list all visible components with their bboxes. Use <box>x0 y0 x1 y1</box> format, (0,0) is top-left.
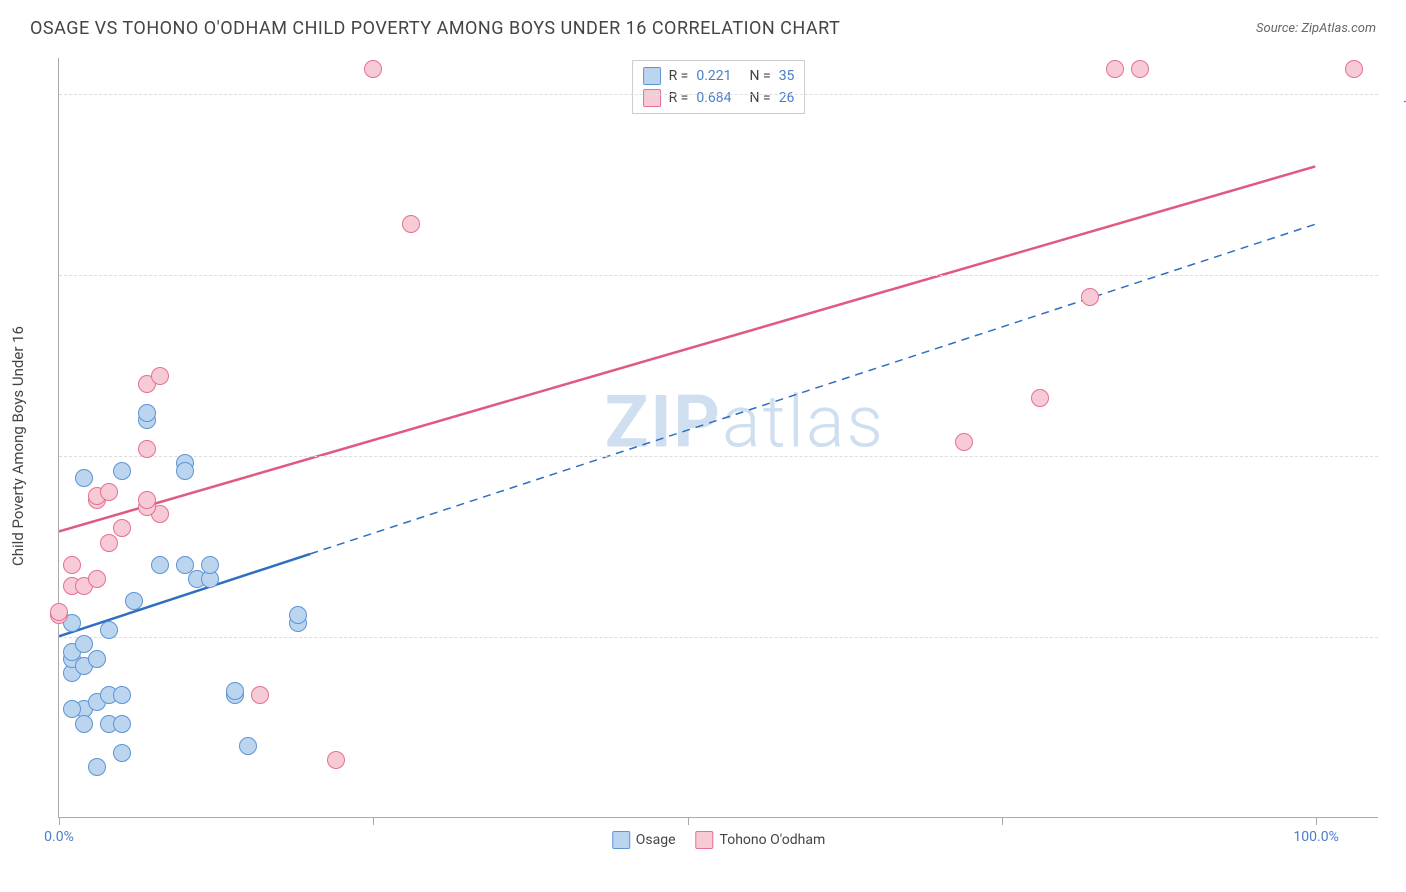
scatter-point <box>75 469 93 487</box>
scatter-point <box>88 650 106 668</box>
legend-row: R = 0.221 N = 35 <box>643 65 795 87</box>
scatter-point <box>88 758 106 776</box>
scatter-point <box>113 519 131 537</box>
chart-title: OSAGE VS TOHONO O'ODHAM CHILD POVERTY AM… <box>30 18 840 39</box>
chart-header: OSAGE VS TOHONO O'ODHAM CHILD POVERTY AM… <box>0 0 1406 49</box>
y-tick-label: 75.0% <box>1388 279 1406 295</box>
scatter-point <box>364 60 382 78</box>
trend-line-dashed <box>310 224 1315 554</box>
scatter-point <box>1131 60 1149 78</box>
gridline <box>59 637 1378 638</box>
legend-swatch <box>643 89 661 107</box>
legend-n-value: 26 <box>779 90 795 106</box>
trend-line-solid <box>59 166 1315 531</box>
legend-r-label: R = <box>669 90 689 106</box>
watermark: ZIPatlas <box>605 380 885 465</box>
scatter-point <box>113 686 131 704</box>
legend-swatch <box>696 831 714 849</box>
scatter-point <box>251 686 269 704</box>
correlation-legend: R = 0.221 N = 35 R = 0.684 N = 26 <box>632 60 806 114</box>
scatter-point <box>151 367 169 385</box>
y-tick-label: 100.0% <box>1388 98 1406 114</box>
source-label: Source: <box>1256 21 1298 36</box>
scatter-point <box>1081 288 1099 306</box>
legend-swatch <box>643 67 661 85</box>
scatter-point <box>226 682 244 700</box>
scatter-point <box>327 751 345 769</box>
scatter-point <box>955 433 973 451</box>
legend-series-label: Osage <box>636 832 676 848</box>
chart-source: Source: ZipAtlas.com <box>1256 21 1376 36</box>
scatter-point <box>138 404 156 422</box>
scatter-point <box>176 462 194 480</box>
scatter-point <box>63 700 81 718</box>
legend-r-value: 0.684 <box>696 90 731 106</box>
y-tick-label: 50.0% <box>1388 460 1406 476</box>
scatter-point <box>113 744 131 762</box>
scatter-point <box>289 606 307 624</box>
watermark-bold: ZIP <box>605 380 722 465</box>
legend-series-label: Tohono O'odham <box>720 832 826 848</box>
scatter-point <box>1345 60 1363 78</box>
watermark-light: atlas <box>722 380 885 465</box>
x-tick <box>1002 817 1003 825</box>
chart-plot-area: ZIPatlas R =0.221N =35R =0.684N =26 Osag… <box>58 58 1378 818</box>
scatter-point <box>201 556 219 574</box>
scatter-point <box>100 483 118 501</box>
legend-n-label: N = <box>750 90 771 106</box>
scatter-point <box>50 603 68 621</box>
legend-swatch <box>612 831 630 849</box>
x-tick <box>688 817 689 825</box>
scatter-point <box>239 737 257 755</box>
legend-n-value: 35 <box>779 68 795 84</box>
scatter-point <box>151 556 169 574</box>
gridline <box>59 94 1378 95</box>
scatter-point <box>402 215 420 233</box>
legend-series-item: Osage <box>612 831 676 849</box>
gridline <box>59 456 1378 457</box>
legend-r-value: 0.221 <box>696 68 731 84</box>
scatter-point <box>100 621 118 639</box>
scatter-point <box>100 534 118 552</box>
scatter-point <box>1031 389 1049 407</box>
scatter-point <box>125 592 143 610</box>
x-tick <box>59 817 60 825</box>
scatter-point <box>1106 60 1124 78</box>
gridline <box>59 275 1378 276</box>
y-axis-label: Child Poverty Among Boys Under 16 <box>9 326 27 566</box>
scatter-point <box>138 440 156 458</box>
y-tick-label: 25.0% <box>1388 641 1406 657</box>
scatter-point <box>113 462 131 480</box>
series-legend: Osage Tohono O'odham <box>612 831 825 849</box>
scatter-point <box>75 715 93 733</box>
x-tick <box>1316 817 1317 825</box>
scatter-point <box>138 491 156 509</box>
x-tick-label: 100.0% <box>1293 829 1338 845</box>
x-tick <box>373 817 374 825</box>
legend-series-item: Tohono O'odham <box>696 831 826 849</box>
legend-r-label: R = <box>669 68 689 84</box>
x-tick-label: 0.0% <box>44 829 74 845</box>
legend-n-label: N = <box>750 68 771 84</box>
scatter-point <box>113 715 131 733</box>
scatter-point <box>63 556 81 574</box>
scatter-point <box>88 570 106 588</box>
legend-row: R = 0.684 N = 26 <box>643 87 795 109</box>
source-name: ZipAtlas.com <box>1301 21 1376 36</box>
